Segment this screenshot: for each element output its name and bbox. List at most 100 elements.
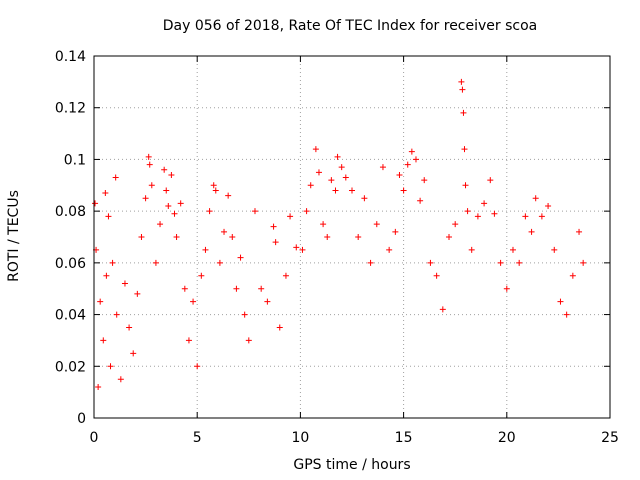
data-point (569, 272, 576, 279)
data-point (233, 285, 240, 292)
data-point (202, 246, 209, 253)
data-point (408, 148, 415, 155)
data-point (509, 246, 516, 253)
data-point (557, 298, 564, 305)
y-tick-label: 0.08 (55, 204, 86, 220)
data-point (100, 337, 107, 344)
axis-ticks: 0 0.02 0.04 0.06 0.08 0.1 0.12 0.14 0 5 10 15 20 25 (55, 49, 619, 446)
y-tick-label: 0 (77, 411, 86, 427)
data-point (276, 324, 283, 331)
data-point (190, 298, 197, 305)
data-point (251, 208, 258, 215)
data-point (121, 280, 128, 287)
chart-title: Day 056 of 2018, Rate Of TEC Index for r… (162, 18, 538, 34)
data-point (487, 177, 494, 184)
x-tick-label: 0 (90, 430, 99, 446)
data-point (421, 177, 428, 184)
data-point (152, 259, 159, 266)
y-tick-label: 0.06 (55, 256, 86, 272)
data-point (109, 259, 116, 266)
data-point (461, 146, 468, 153)
data-point (210, 182, 217, 189)
data-point (580, 259, 587, 266)
data-point (130, 350, 137, 357)
x-tick-label: 20 (498, 430, 516, 446)
y-tick-label: 0.1 (64, 152, 86, 168)
data-point (303, 208, 310, 215)
data-point (491, 210, 498, 217)
data-point (177, 200, 184, 207)
data-point (460, 109, 467, 116)
data-point (138, 234, 145, 240)
x-tick-label: 15 (395, 430, 413, 446)
data-point (503, 285, 510, 292)
data-point (105, 213, 112, 220)
data-point (427, 259, 434, 266)
data-point (417, 197, 424, 204)
data-point (532, 195, 539, 202)
data-point (237, 254, 244, 261)
data-point (334, 153, 341, 160)
data-point (474, 213, 481, 220)
data-point (146, 161, 153, 168)
data-point (433, 272, 440, 279)
data-point (113, 311, 120, 318)
data-point (126, 324, 133, 331)
data-point (320, 221, 327, 228)
data-point (270, 223, 277, 230)
data-point (349, 187, 355, 194)
data-point (462, 182, 469, 189)
data-point (342, 174, 349, 181)
data-point (396, 171, 403, 178)
data-point (452, 221, 459, 228)
data-point (468, 246, 475, 253)
y-axis-label: ROTI / TECUs (6, 190, 22, 282)
data-point (379, 164, 386, 171)
data-point (299, 246, 306, 253)
data-point (185, 337, 192, 344)
data-point (181, 285, 188, 292)
data-point (225, 192, 232, 199)
data-points (92, 78, 587, 390)
data-point (367, 259, 374, 266)
data-point (412, 156, 419, 163)
data-point (163, 187, 170, 194)
y-tick-label: 0.02 (55, 359, 86, 375)
data-point (92, 200, 99, 207)
data-point (148, 182, 155, 189)
data-point (221, 228, 228, 235)
data-point (576, 228, 583, 235)
data-point (107, 363, 114, 370)
data-point (241, 311, 248, 318)
data-point (459, 86, 466, 93)
data-point (315, 169, 322, 176)
data-point (145, 153, 152, 160)
y-tick-label: 0.04 (55, 308, 86, 324)
data-point (392, 228, 399, 235)
data-point (103, 272, 110, 279)
data-point (332, 187, 339, 194)
grid-lines (94, 56, 610, 418)
data-point (264, 298, 271, 305)
data-point (400, 187, 407, 194)
data-point (361, 195, 368, 202)
data-point (258, 285, 265, 292)
data-point (287, 213, 294, 220)
data-point (497, 259, 504, 266)
data-point (171, 210, 178, 217)
data-point (458, 78, 465, 85)
data-point (538, 213, 545, 220)
data-point (134, 290, 141, 297)
data-point (446, 234, 453, 240)
data-point (293, 244, 300, 251)
data-point (206, 208, 213, 215)
data-point (102, 190, 109, 197)
data-point (516, 259, 523, 266)
data-point (481, 200, 488, 207)
data-point (464, 208, 471, 215)
data-point (282, 272, 289, 279)
data-point (212, 187, 219, 194)
data-point (97, 298, 104, 305)
data-point (142, 195, 149, 202)
